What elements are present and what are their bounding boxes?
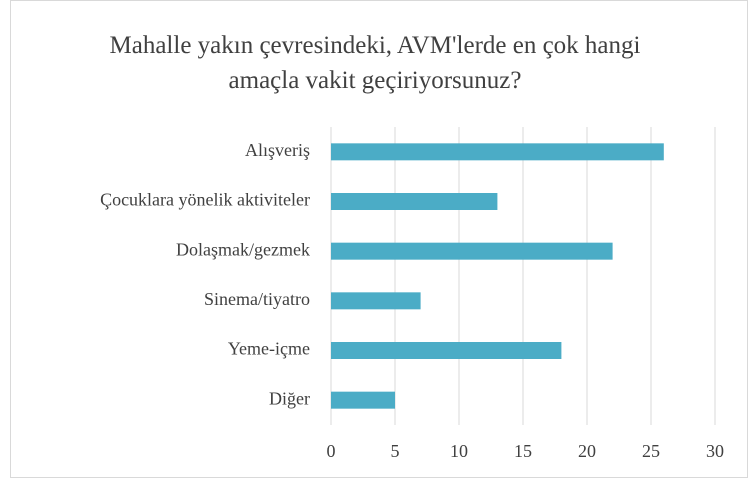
chart-border (10, 0, 748, 478)
y-tick-label: Çocuklara yönelik aktiviteler (100, 190, 310, 210)
x-tick-label: 20 (578, 441, 596, 461)
y-tick-label: Yeme-içme (228, 339, 310, 359)
y-tick-label: Diğer (269, 388, 310, 408)
y-tick-label: Sinema/tiyatro (204, 289, 310, 309)
y-tick-label: Alışveriş (245, 140, 310, 160)
chart-title: Mahalle yakın çevresindeki, AVM'lerde en… (109, 32, 641, 94)
bar (331, 143, 664, 161)
bar (331, 342, 562, 359)
x-tick-label: 15 (514, 441, 532, 461)
x-tick-label: 10 (450, 441, 468, 461)
x-tick-label: 30 (706, 441, 724, 461)
x-tick-label: 0 (327, 441, 336, 461)
bar (331, 193, 498, 210)
x-tick-label: 25 (642, 441, 660, 461)
bar (331, 292, 421, 310)
bar (331, 391, 395, 409)
x-tick-label: 5 (391, 441, 400, 461)
bar (331, 242, 613, 260)
y-tick-label: Dolaşmak/gezmek (176, 239, 310, 259)
